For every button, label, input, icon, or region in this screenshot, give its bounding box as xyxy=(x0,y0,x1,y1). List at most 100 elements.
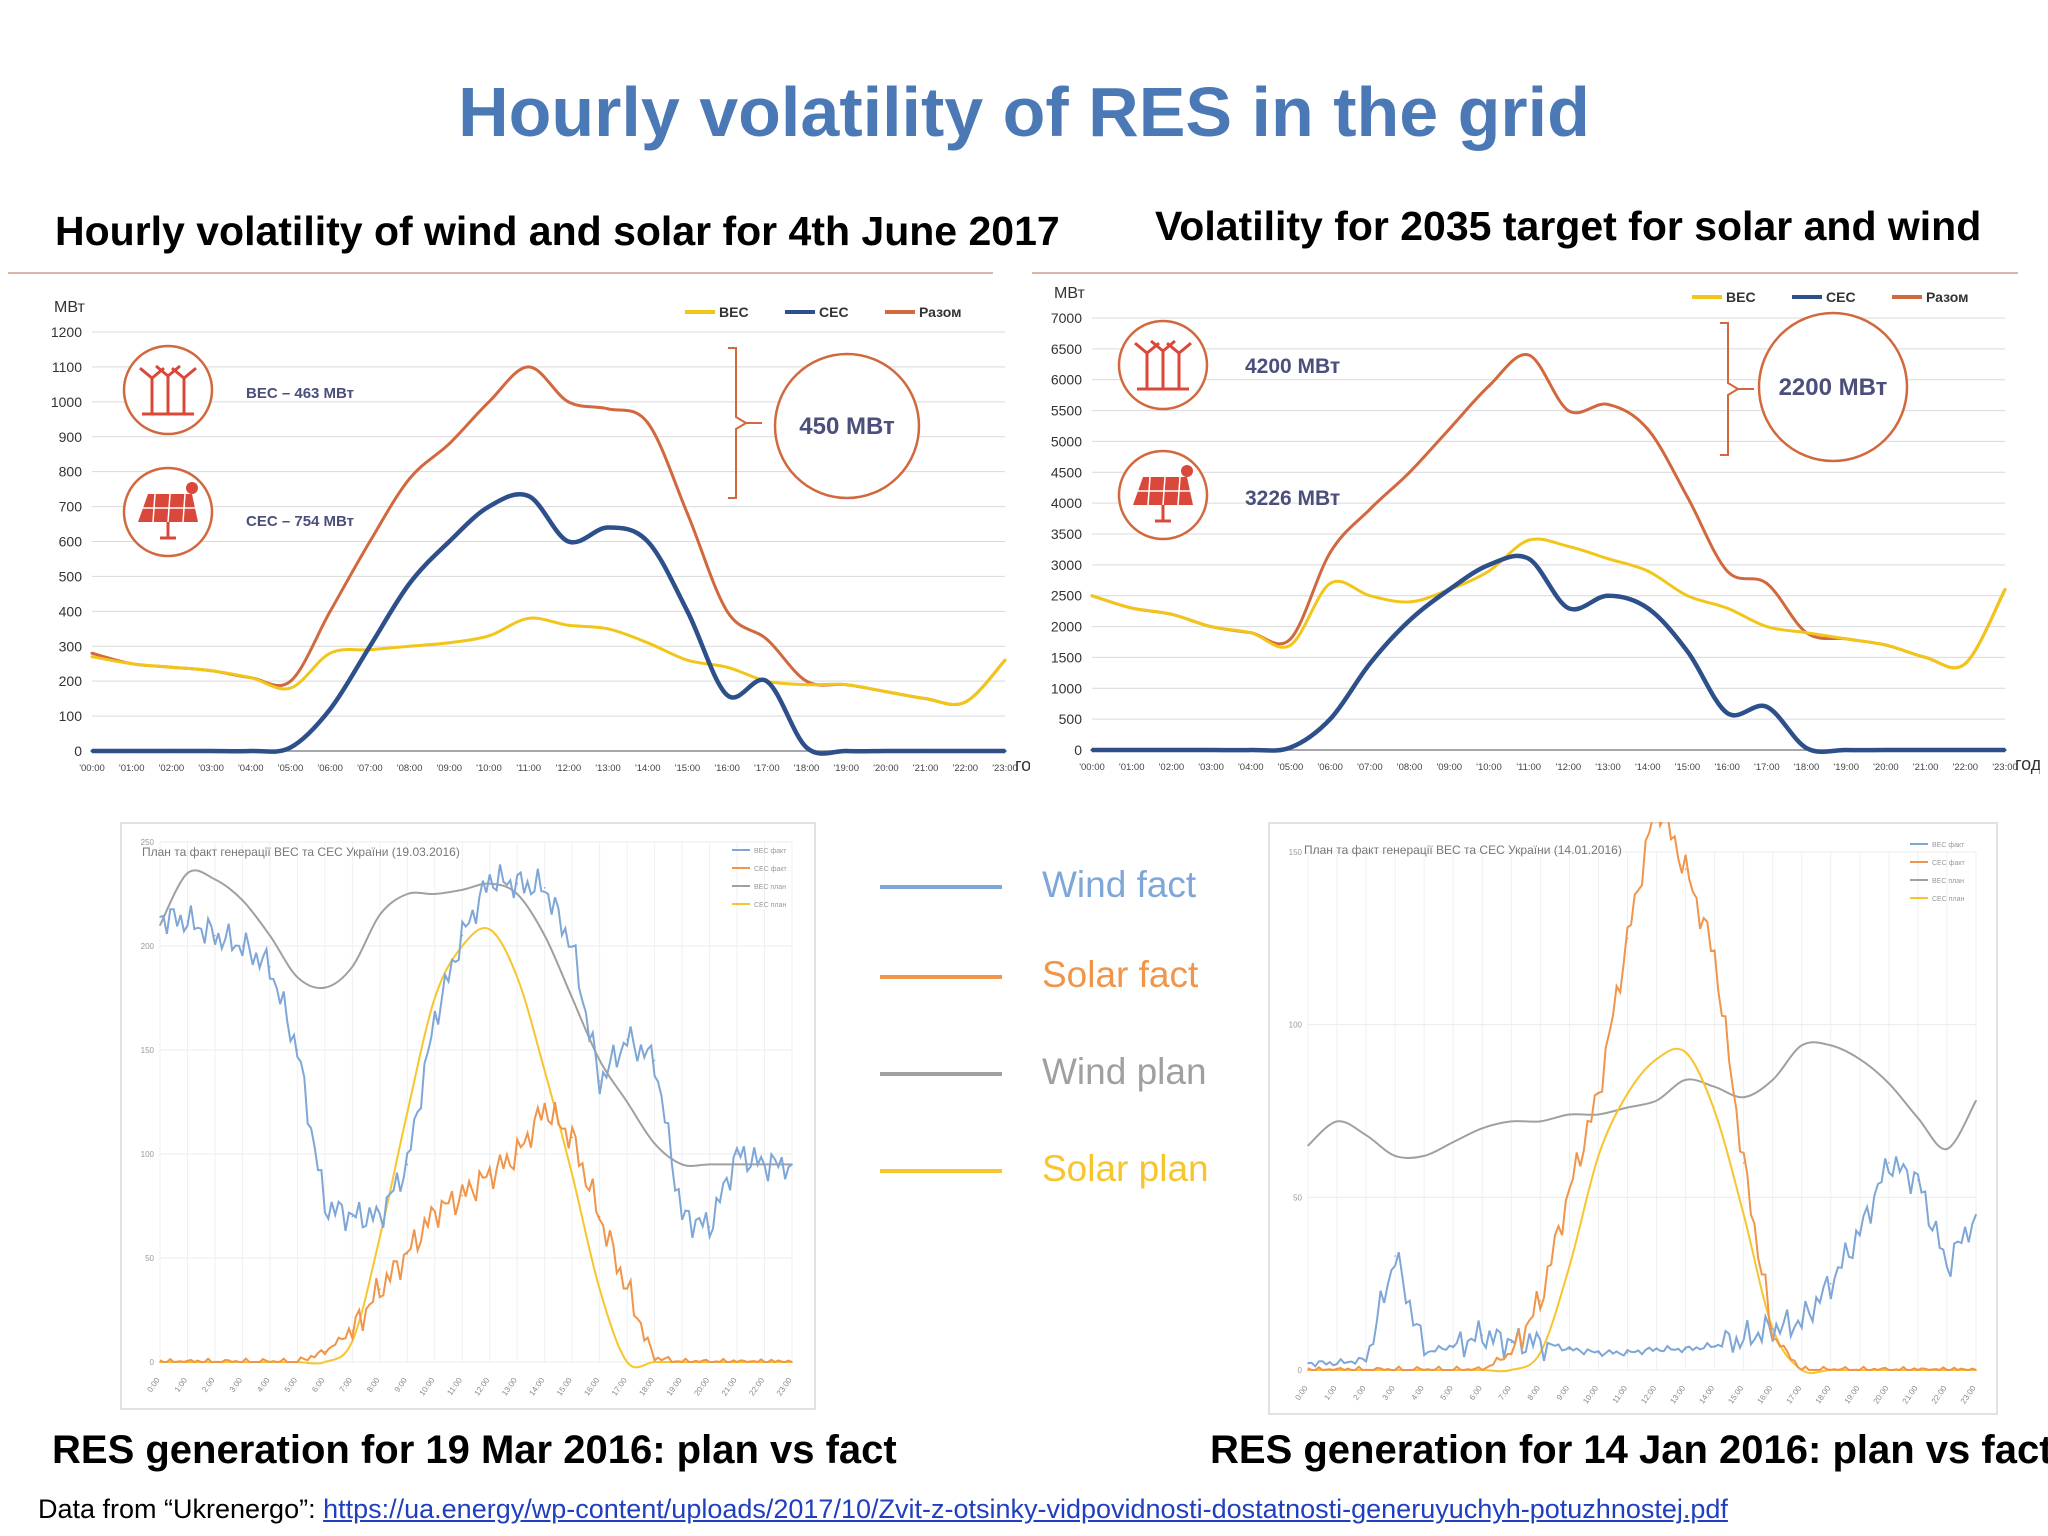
data-point-вес-факт xyxy=(1800,1320,1803,1323)
data-point-сес-план xyxy=(516,976,519,978)
data-point-сес-факт xyxy=(433,1211,436,1214)
data-point-сес xyxy=(527,494,531,498)
data-point-сес-план xyxy=(461,945,464,947)
data-point-сес xyxy=(1924,748,1928,752)
data-point-сес-факт xyxy=(1510,1351,1513,1354)
data-point-сес xyxy=(1566,606,1570,610)
data-point-вес-план xyxy=(1365,1134,1367,1136)
data-point-разом xyxy=(487,400,491,404)
y-tick-label: 4000 xyxy=(1051,495,1082,511)
data-point-вес xyxy=(1090,594,1094,598)
data-point-вес xyxy=(1646,569,1650,573)
data-point-разом xyxy=(1408,470,1412,474)
data-point-сес-план xyxy=(1568,1265,1571,1268)
y-tick-label: 2000 xyxy=(1051,619,1082,635)
data-point-вес-план xyxy=(1829,1044,1832,1047)
data-point-вес-факт xyxy=(681,1215,683,1218)
data-point-вес-план xyxy=(1423,1155,1425,1157)
x-tick-label: '20:00 xyxy=(873,763,899,774)
legend-label-разом: Разом xyxy=(1926,289,1968,305)
data-point-вес xyxy=(1209,625,1213,629)
rule-left xyxy=(8,272,993,274)
data-point-вес xyxy=(1844,637,1848,641)
data-point-сес xyxy=(130,749,134,753)
data-point-вес-план xyxy=(543,934,546,937)
unit-label: МВт xyxy=(1054,285,1085,302)
data-point-сес-план xyxy=(1597,1155,1600,1157)
data-point-вес-план xyxy=(1568,1113,1571,1116)
data-point-вес xyxy=(288,686,292,690)
y-tick-label: 1200 xyxy=(51,324,82,340)
data-point-вес xyxy=(1685,594,1689,598)
data-point-сес-план xyxy=(1626,1092,1629,1095)
legend-swatch-wind-plan xyxy=(880,1072,1002,1076)
mini-legend-label-2: ВЕС план xyxy=(754,884,786,891)
sun-icon xyxy=(1181,465,1193,477)
data-point-сес-факт xyxy=(379,1288,381,1290)
y-tick-label: 6000 xyxy=(1051,372,1082,388)
x-tick-label: '13:00 xyxy=(1595,762,1621,773)
data-point-вес-план xyxy=(1452,1141,1455,1143)
range-brace xyxy=(728,347,748,499)
data-point-вес-факт xyxy=(159,916,161,918)
data-point-сес-факт xyxy=(626,1288,628,1290)
mini-legend-label-2: ВЕС план xyxy=(1932,878,1964,885)
data-point-сес-факт xyxy=(1452,1369,1455,1371)
data-point-сес-факт xyxy=(1859,1369,1861,1371)
data-point-вес xyxy=(1487,569,1491,573)
y-tick-label: 400 xyxy=(59,603,83,619)
data-point-вес-факт xyxy=(296,1049,299,1051)
y-tick-label: 0 xyxy=(74,743,82,759)
x-tick-label: '18:00 xyxy=(1794,762,1820,773)
y-tick-label: 150 xyxy=(141,1046,155,1055)
data-point-сес xyxy=(765,679,769,683)
data-point-вес-план xyxy=(1626,1106,1629,1109)
data-point-сес-факт xyxy=(1917,1369,1919,1371)
data-point-разом xyxy=(606,407,610,411)
x-tick-label: '18:00 xyxy=(794,763,820,774)
data-point-сес-план xyxy=(1713,1110,1716,1112)
series-line-вес-факт xyxy=(1307,1156,1977,1368)
data-point-разом xyxy=(527,365,531,369)
data-point-вес-план xyxy=(1655,1099,1658,1102)
data-point-разом xyxy=(408,477,412,481)
data-point-вес-факт xyxy=(406,1163,409,1166)
data-point-вес xyxy=(209,669,213,673)
data-point-сес-факт xyxy=(159,1361,161,1363)
data-point-вес xyxy=(805,683,809,687)
data-point-вес xyxy=(1566,544,1570,548)
data-point-разом xyxy=(1527,353,1531,357)
data-point-сес-факт xyxy=(763,1361,766,1363)
data-point-вес xyxy=(1368,594,1372,598)
series-line-вес-план xyxy=(159,869,792,1167)
data-point-вес-факт xyxy=(1481,1334,1484,1337)
data-point-вес-факт xyxy=(433,1018,436,1020)
data-point-вес-план xyxy=(159,924,161,926)
data-point-сес-факт xyxy=(1829,1369,1832,1371)
data-point-сес-факт xyxy=(571,1136,573,1139)
data-point-сес xyxy=(1765,705,1769,709)
data-point-вес-факт xyxy=(763,1163,766,1166)
data-point-вес-план xyxy=(1888,1082,1890,1085)
data-point-вес xyxy=(527,616,531,620)
data-point-сес-факт xyxy=(1481,1369,1484,1371)
data-point-сес xyxy=(2003,748,2007,752)
data-point-вес xyxy=(1805,631,1809,635)
solar-capacity-label: 3226 МВт xyxy=(1245,487,1340,510)
data-point-вес xyxy=(487,634,491,638)
source-link[interactable]: https://ua.energy/wp-content/uploads/201… xyxy=(323,1494,1728,1524)
data-point-вес-план xyxy=(516,893,519,895)
data-point-вес-план xyxy=(1336,1120,1338,1123)
y-tick-label: 1100 xyxy=(52,359,82,375)
data-point-вес-план xyxy=(736,1163,738,1166)
data-point-сес-факт xyxy=(1423,1369,1425,1371)
data-point-сес-факт xyxy=(351,1330,354,1332)
data-point-сес-факт xyxy=(681,1361,683,1363)
range-brace xyxy=(1720,322,1740,456)
data-point-вес xyxy=(1130,606,1134,610)
x-tick-label: '07:00 xyxy=(1357,762,1383,773)
data-point-сес-факт xyxy=(791,1361,793,1363)
source-prefix: Data from “Ukrenergo”: xyxy=(38,1494,324,1524)
x-tick-label: '02:00 xyxy=(1159,762,1185,773)
data-point-сес xyxy=(487,505,491,509)
